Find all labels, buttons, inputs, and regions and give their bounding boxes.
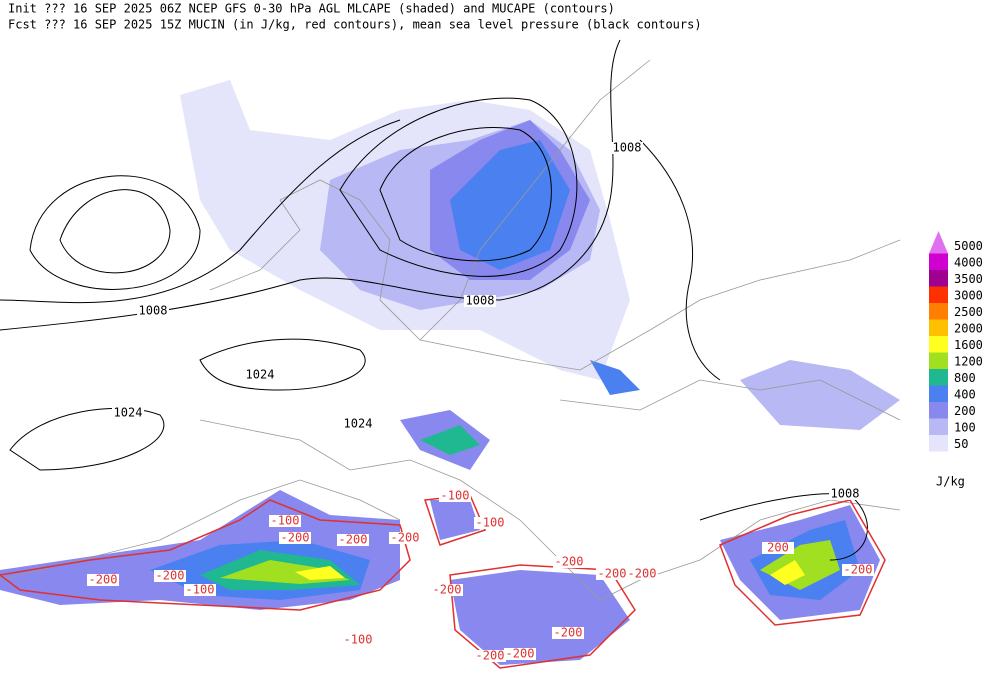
mucin-label: -200 bbox=[844, 563, 873, 577]
header-line: Fcst ??? 16 SEP 2025 15Z MUCIN (in J/kg,… bbox=[8, 18, 702, 32]
label-bg bbox=[553, 556, 585, 568]
legend-swatch bbox=[929, 418, 948, 435]
mucin-label: 200 bbox=[767, 541, 789, 555]
label-bg bbox=[762, 542, 794, 554]
legend-swatch bbox=[929, 336, 948, 353]
legend-swatch bbox=[929, 270, 948, 287]
label-bg bbox=[431, 584, 463, 596]
label-bg bbox=[552, 627, 584, 639]
mucin-label: -200 bbox=[433, 583, 462, 597]
label-bg bbox=[596, 568, 628, 580]
isobars bbox=[0, 39, 868, 561]
mucin-label: -200 bbox=[554, 626, 583, 640]
legend-swatch bbox=[929, 303, 948, 320]
label-bg bbox=[842, 564, 874, 576]
legend-label: 5000 bbox=[954, 239, 983, 253]
label-bg bbox=[389, 532, 421, 544]
pressure-label: 1024 bbox=[114, 406, 143, 420]
label-bg bbox=[342, 418, 374, 430]
pressure-label: 1008 bbox=[831, 487, 860, 501]
mucin-label: -100 bbox=[271, 514, 300, 528]
mucin-label: -100 bbox=[344, 633, 373, 647]
legend-swatch bbox=[929, 402, 948, 419]
legend-label: 200 bbox=[954, 404, 976, 418]
mucin-label: -200 bbox=[391, 531, 420, 545]
mucin-label: -200 bbox=[476, 649, 505, 663]
label-bg bbox=[269, 515, 301, 527]
legend-label: 400 bbox=[954, 387, 976, 401]
mucin-label: -200 bbox=[281, 531, 310, 545]
pressure-label: 1024 bbox=[344, 417, 373, 431]
label-bg bbox=[279, 532, 311, 544]
legend-label: 100 bbox=[954, 420, 976, 434]
legend-swatch bbox=[929, 352, 948, 369]
legend-label: 3500 bbox=[954, 272, 983, 286]
legend-swatch bbox=[929, 369, 948, 386]
label-bg bbox=[154, 570, 186, 582]
legend-swatch bbox=[929, 253, 948, 270]
mucin-label: -200 bbox=[555, 555, 584, 569]
label-bg bbox=[474, 650, 506, 662]
label-bg bbox=[439, 490, 471, 502]
pressure-label: 1008 bbox=[613, 141, 642, 155]
label-bg bbox=[244, 369, 276, 381]
header-line: Init ??? 16 SEP 2025 06Z NCEP GFS 0-30 h… bbox=[8, 2, 615, 16]
pressure-label: 1008 bbox=[139, 304, 168, 318]
mucin-label: -200 bbox=[156, 569, 185, 583]
label-bg bbox=[464, 295, 496, 307]
legend-swatch bbox=[929, 231, 948, 254]
contour-labels: 1008 1008 1008 1008 1024 1024 1024 -100 -100 -100… bbox=[87, 141, 874, 663]
label-bg bbox=[184, 584, 216, 596]
mucin-label: -200 bbox=[628, 567, 657, 581]
legend-unit: J/kg bbox=[936, 475, 965, 489]
legend-label: 4000 bbox=[954, 255, 983, 269]
legend-swatch bbox=[929, 435, 948, 452]
label-bg bbox=[829, 488, 861, 500]
legend-swatch bbox=[929, 286, 948, 303]
pressure-label: 1024 bbox=[246, 368, 275, 382]
label-bg bbox=[337, 534, 369, 546]
mucin-label: -200 bbox=[506, 647, 535, 661]
mucin-label: -200 bbox=[89, 573, 118, 587]
mucin-label: -200 bbox=[339, 533, 368, 547]
legend-label: 3000 bbox=[954, 288, 983, 302]
mucin-label: -100 bbox=[441, 489, 470, 503]
legend-label: 800 bbox=[954, 371, 976, 385]
label-bg bbox=[626, 568, 658, 580]
legend-label: 1200 bbox=[954, 354, 983, 368]
coastlines bbox=[0, 59, 901, 601]
pressure-label: 1008 bbox=[466, 294, 495, 308]
legend-label: 2000 bbox=[954, 321, 983, 335]
legend-swatch bbox=[929, 319, 948, 336]
mucin-label: -200 bbox=[598, 567, 627, 581]
label-bg bbox=[87, 574, 119, 586]
label-bg bbox=[112, 407, 144, 419]
label-bg bbox=[342, 634, 374, 646]
legend: 5000 4000 3500 3000 2500 2000 1600 1200 800 400 20… bbox=[929, 231, 983, 452]
label-bg bbox=[137, 305, 169, 317]
legend-swatch bbox=[929, 385, 948, 402]
cape-shading bbox=[0, 80, 900, 665]
label-bg bbox=[474, 517, 506, 529]
legend-label: 50 bbox=[954, 437, 968, 451]
legend-label: 2500 bbox=[954, 305, 983, 319]
mucin-label: -100 bbox=[186, 583, 215, 597]
label-bg bbox=[504, 648, 536, 660]
label-bg bbox=[611, 142, 643, 154]
legend-label: 1600 bbox=[954, 338, 983, 352]
mucin-label: -100 bbox=[476, 516, 505, 530]
